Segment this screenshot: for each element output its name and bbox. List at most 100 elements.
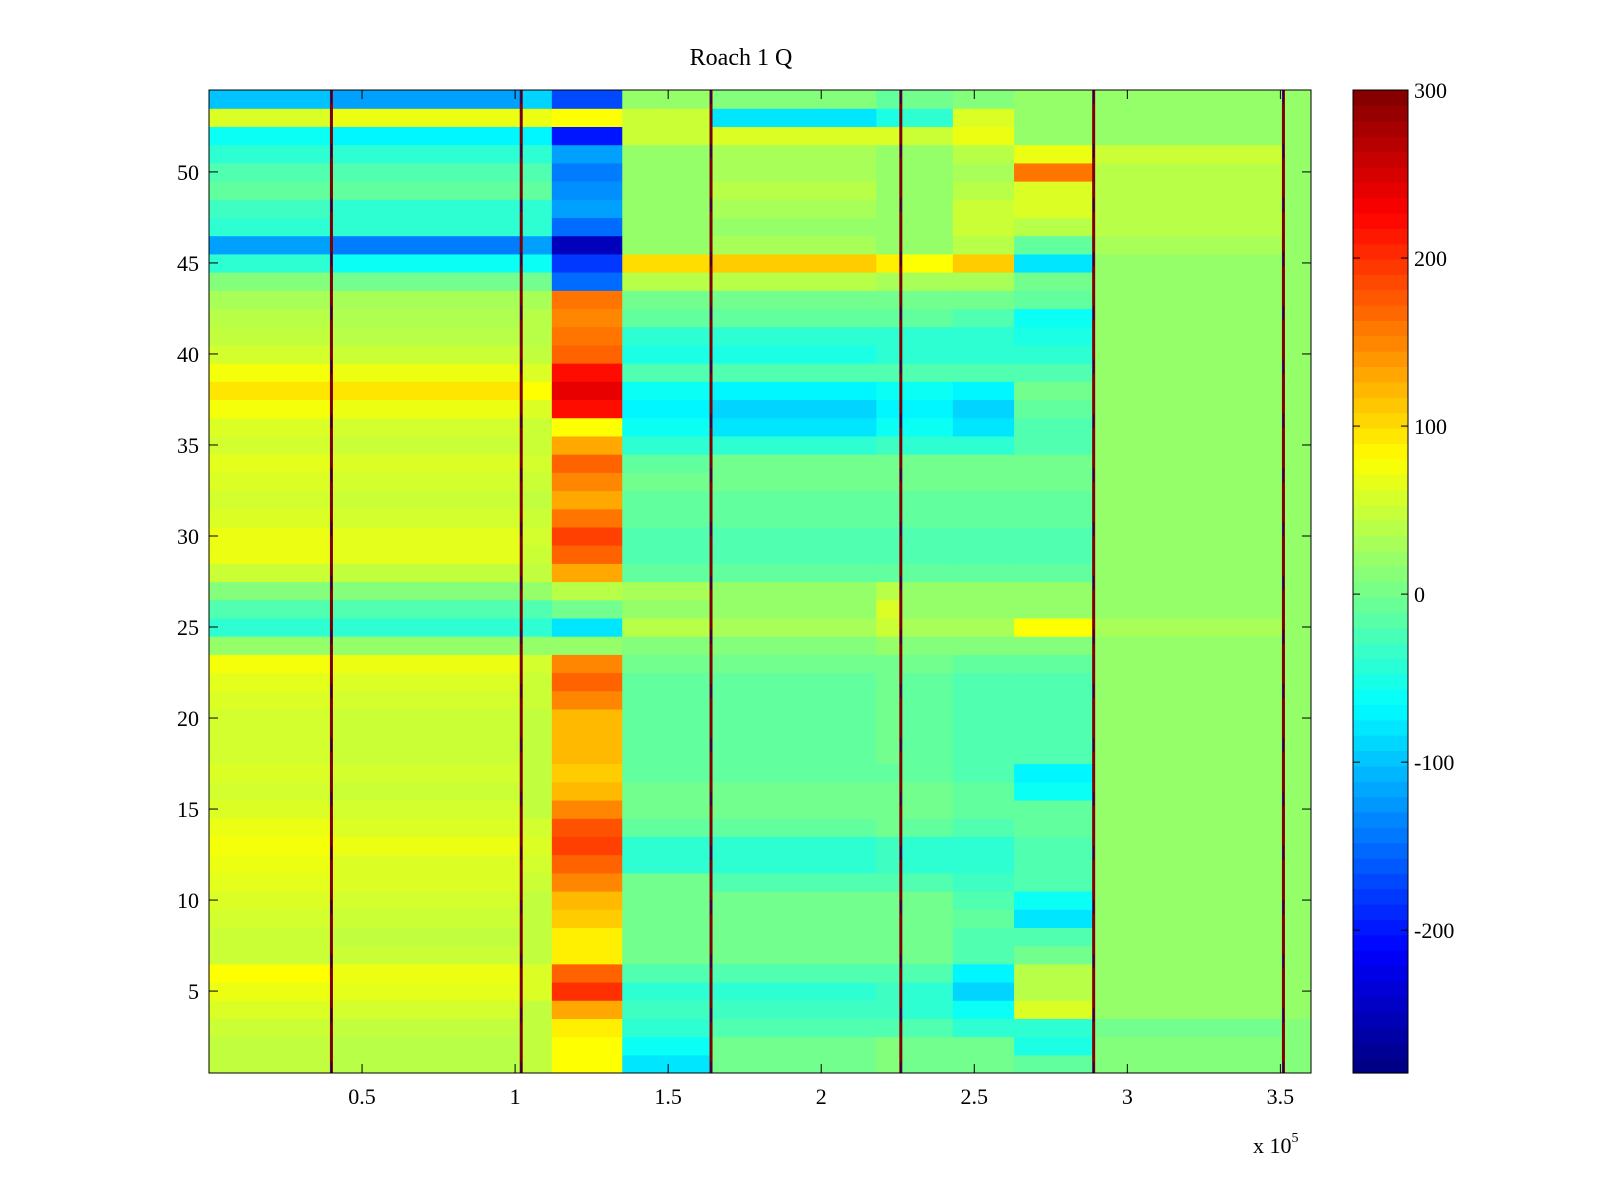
heatmap-cell bbox=[876, 417, 902, 437]
heatmap-cell bbox=[521, 308, 553, 328]
colorbar-band bbox=[1353, 735, 1408, 752]
heatmap-cell bbox=[622, 508, 712, 528]
heatmap-cell bbox=[952, 235, 1015, 255]
heatmap-cell bbox=[1283, 690, 1311, 710]
colorbar-band bbox=[1353, 1011, 1408, 1028]
heatmap-cell bbox=[551, 490, 623, 510]
heatmap-cell bbox=[622, 472, 712, 492]
heatmap-cell bbox=[711, 126, 877, 146]
heatmap-cell bbox=[1283, 727, 1311, 746]
heatmap-cell bbox=[1093, 799, 1285, 819]
heatmap-cell bbox=[1283, 363, 1311, 382]
heatmap-cell bbox=[521, 1000, 553, 1019]
heatmap-cell bbox=[551, 708, 623, 728]
heatmap-cell bbox=[876, 144, 902, 164]
heatmap-cell bbox=[521, 836, 553, 856]
colorbar-band bbox=[1353, 704, 1408, 721]
heatmap-cell bbox=[1093, 526, 1285, 546]
heatmap-cell bbox=[1014, 526, 1095, 546]
heatmap-cell bbox=[1014, 872, 1095, 892]
heatmap-cell bbox=[1283, 599, 1311, 619]
heatmap-cell bbox=[551, 581, 623, 601]
heatmap-cell bbox=[622, 235, 712, 255]
heatmap-cell bbox=[622, 144, 712, 164]
heatmap-cell bbox=[331, 763, 522, 783]
heatmap-cell bbox=[876, 381, 902, 401]
heatmap-cell bbox=[1283, 890, 1311, 910]
heatmap-cell bbox=[331, 890, 522, 910]
heatmap-cell bbox=[622, 981, 712, 1001]
heatmap-cell bbox=[209, 90, 333, 109]
heatmap-cell bbox=[209, 708, 333, 728]
heatmap-cell bbox=[331, 326, 522, 346]
heatmap-cell bbox=[551, 126, 623, 146]
heatmap-cell bbox=[551, 235, 623, 255]
heatmap-cell bbox=[711, 890, 877, 910]
heatmap-cell bbox=[952, 435, 1015, 455]
heatmap-cell bbox=[331, 599, 522, 619]
heatmap-cell bbox=[711, 708, 877, 728]
heatmap-cell bbox=[331, 472, 522, 492]
heatmap-cell bbox=[622, 836, 712, 856]
heatmap-cell bbox=[521, 381, 553, 401]
heatmap-cell bbox=[331, 1036, 522, 1056]
heatmap-cell bbox=[521, 945, 553, 965]
heatmap-cell bbox=[711, 454, 877, 473]
heatmap-cell bbox=[876, 617, 902, 637]
heatmap-cell bbox=[622, 490, 712, 510]
heatmap-cell bbox=[876, 945, 902, 965]
heatmap-cell bbox=[1014, 836, 1095, 856]
heatmap-cell bbox=[209, 435, 333, 455]
heatmap-cell bbox=[622, 90, 712, 109]
heatmap-cell bbox=[952, 253, 1015, 273]
heatmap-cell bbox=[952, 672, 1015, 692]
heatmap-cell bbox=[551, 162, 623, 182]
heatmap-cell bbox=[551, 326, 623, 346]
heatmap-cell bbox=[876, 836, 902, 856]
heatmap-cell bbox=[521, 708, 553, 728]
heatmap-cell bbox=[900, 490, 954, 510]
heatmap-cell bbox=[209, 745, 333, 765]
heatmap-cell bbox=[876, 1000, 902, 1019]
heatmap-cell bbox=[711, 563, 877, 583]
heatmap-cell bbox=[331, 199, 522, 219]
colorbar-tick-label: 300 bbox=[1414, 78, 1447, 103]
x-tick-label: 3.5 bbox=[1267, 1084, 1295, 1109]
heatmap-cell bbox=[1283, 144, 1311, 164]
heatmap-cell bbox=[952, 381, 1015, 401]
heatmap-cell bbox=[1014, 1054, 1095, 1073]
colorbar-band bbox=[1353, 1042, 1408, 1059]
heatmap-cell bbox=[1014, 344, 1095, 364]
heatmap-cell bbox=[1014, 672, 1095, 692]
heatmap-cell bbox=[900, 199, 954, 219]
heatmap-cell bbox=[622, 363, 712, 382]
heatmap-cell bbox=[952, 1036, 1015, 1056]
heatmap-cell bbox=[1093, 363, 1285, 382]
heatmap-cell bbox=[331, 563, 522, 583]
heatmap-cell bbox=[209, 1018, 333, 1038]
heatmap-cell bbox=[900, 162, 954, 182]
colorbar-band bbox=[1353, 120, 1408, 137]
heatmap-cell bbox=[521, 672, 553, 692]
heatmap-cell bbox=[900, 636, 954, 655]
heatmap-cells bbox=[209, 90, 1311, 1073]
heatmap-cell bbox=[331, 526, 522, 546]
heatmap-cell bbox=[521, 272, 553, 291]
heatmap-cell bbox=[1014, 581, 1095, 601]
y-tick-label: 45 bbox=[177, 251, 199, 276]
colorbar-band bbox=[1353, 719, 1408, 736]
heatmap-cell bbox=[551, 836, 623, 856]
heatmap-cell bbox=[1014, 763, 1095, 783]
x-axis: 0.5 1 1.5 2 2.5 3 3.5 bbox=[348, 90, 1294, 1109]
colorbar-band bbox=[1353, 228, 1408, 245]
heatmap-cell bbox=[1014, 490, 1095, 510]
heatmap-cell bbox=[900, 563, 954, 583]
heatmap-cell bbox=[1093, 745, 1285, 765]
heatmap-cell bbox=[331, 781, 522, 801]
heatmap-cell bbox=[521, 818, 553, 837]
heatmap-cell bbox=[952, 981, 1015, 1001]
heatmap-cell bbox=[209, 363, 333, 382]
heatmap-cell bbox=[876, 1054, 902, 1073]
heatmap-cell bbox=[952, 326, 1015, 346]
heatmap-cell bbox=[1093, 108, 1285, 127]
